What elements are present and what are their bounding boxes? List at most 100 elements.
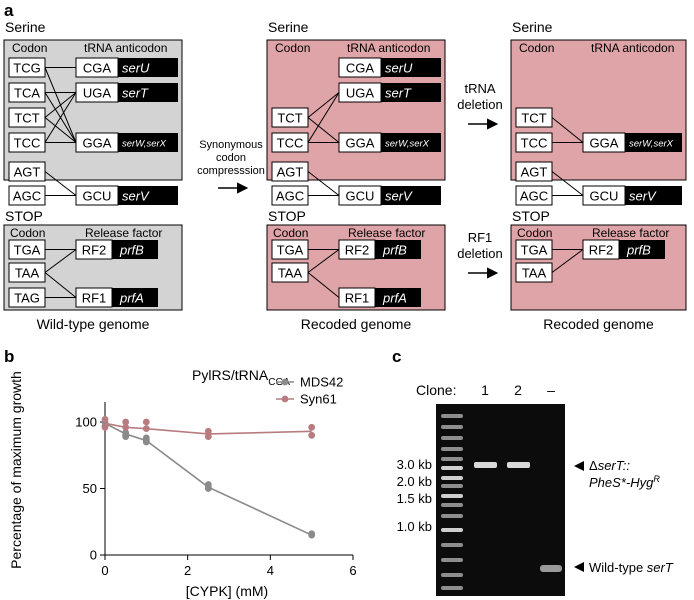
anticodon-label: GGA	[346, 136, 375, 151]
trna-gene-box	[381, 133, 441, 152]
trna-gene-box	[381, 58, 441, 77]
y-tick-label: 100	[75, 415, 97, 430]
panel-label-a: a	[4, 1, 14, 20]
stop-links	[307, 249, 340, 298]
transition-rf1-deletion: RF1 deletion	[457, 230, 503, 279]
data-point	[308, 423, 316, 431]
codon-link-line	[44, 171, 77, 196]
chart-ticks: 0 2 4 6 0 50 100	[75, 415, 356, 579]
release-factor-header: Release factor	[348, 226, 425, 240]
stop-link-line	[551, 249, 584, 273]
release-factor-label: RF1	[82, 291, 107, 306]
chart-title-main: PylRS/tRNA	[192, 367, 269, 383]
gel-ladder-label-15kb: 1.5 kb	[397, 491, 432, 506]
codon-box	[8, 185, 46, 206]
trna-gene-label: serU	[385, 61, 413, 76]
growth-chart: PylRS/tRNACGA Percentage of maximum grow…	[8, 367, 357, 599]
release-factor-label: RF2	[82, 243, 107, 258]
data-point	[204, 485, 212, 492]
panel-label-c: c	[392, 347, 401, 366]
codon-label: TCA	[14, 86, 40, 101]
gel-lane-label-2: 2	[514, 382, 522, 398]
gel-lane-label-3: –	[547, 382, 555, 398]
data-point	[122, 433, 130, 441]
band-label-upper-line2: PheS*-HygR	[589, 474, 660, 490]
codon-header: Codon	[275, 41, 310, 55]
release-factor-label: RF2	[345, 243, 370, 258]
band-label-upper-line1: ΔserT::	[589, 458, 630, 473]
codon-label: TCC	[14, 136, 41, 151]
codon-label: TCC	[521, 136, 548, 151]
release-factor-label: RF1	[345, 291, 370, 306]
chart-y-axis-label: Percentage of maximum growth	[8, 371, 24, 569]
serine-title: Serine	[268, 19, 309, 35]
data-point	[204, 427, 212, 435]
gel-ladder-label-2kb: 2.0 kb	[397, 474, 432, 489]
trna-gene-label: serU	[122, 61, 150, 76]
codon-label: TCC	[277, 136, 304, 151]
ladder-band	[441, 476, 463, 480]
stop-codon-label: TAA	[278, 266, 303, 281]
gel-ladder-bands	[441, 414, 463, 590]
trna-gene-box	[118, 83, 178, 102]
data-point	[142, 425, 150, 433]
codon-label: TCT	[521, 111, 546, 126]
data-point	[204, 433, 212, 441]
trna-gene-label: serW,serX	[629, 139, 674, 150]
band-label-upper-delta: Δ	[589, 458, 598, 473]
release-factor-gene-box	[619, 240, 665, 259]
y-tick-label: 0	[90, 548, 97, 563]
compression-label-line3: compresssion	[197, 165, 265, 177]
band-label-upper-gene: serT::	[598, 458, 631, 473]
transition-trna-deletion: tRNA deletion	[457, 81, 503, 130]
codon-header: Codon	[519, 41, 554, 55]
codon-label: AGC	[13, 189, 41, 204]
ladder-band	[441, 528, 463, 532]
transition-compression: Synonymous codon compresssion	[197, 139, 265, 194]
trna-deletion-label-line2: deletion	[457, 97, 503, 112]
codon-label: AGC	[520, 189, 548, 204]
stop-links	[551, 249, 584, 273]
anticodon-label: GCU	[346, 189, 375, 204]
codon-box	[515, 161, 553, 182]
ladder-band	[441, 514, 463, 518]
codon-trna-links	[551, 117, 584, 196]
ladder-band	[441, 484, 463, 488]
stop-title: STOP	[268, 208, 306, 224]
x-tick-label: 2	[184, 563, 191, 578]
release-factor-gene-label: prfA	[382, 291, 407, 306]
codon-header: Codon	[12, 41, 47, 55]
stop-link-line	[44, 249, 77, 273]
codon-label: AGC	[276, 189, 304, 204]
band-label-upper-superscript: R	[653, 474, 660, 484]
scheme-caption: Recoded genome	[301, 316, 412, 332]
trna-gene-box	[625, 133, 682, 152]
anticodon-label: GGA	[83, 136, 112, 151]
stop-codon-box	[271, 262, 309, 283]
legend-swatch-point	[281, 378, 289, 386]
stop-codon-label: TGA	[277, 243, 304, 258]
x-tick-label: 6	[349, 563, 356, 578]
release-factor-gene-label: prfB	[119, 243, 144, 258]
codon-label: TCG	[13, 61, 40, 76]
trna-gene-box	[381, 186, 441, 205]
trna-gene-box	[625, 186, 682, 205]
release-factor-gene-label: prfB	[626, 243, 651, 258]
ladder-band	[441, 586, 463, 590]
release-factor-gene-box	[112, 240, 158, 259]
gel-ladder-label-1kb: 1.0 kb	[397, 519, 432, 534]
anticodon-label: CGA	[83, 61, 112, 76]
codon-trna-links	[307, 92, 340, 196]
anticodon-label: GGA	[590, 136, 619, 151]
anticodon-label: UGA	[83, 86, 112, 101]
trna-gene-box	[118, 58, 178, 77]
release-factor-label: RF2	[589, 243, 614, 258]
codon-link-line	[551, 171, 584, 196]
stop-codon-header: Codon	[273, 226, 308, 240]
ladder-band	[441, 436, 463, 440]
stop-links	[44, 249, 77, 298]
legend-label: MDS42	[300, 375, 343, 390]
data-point	[142, 438, 150, 446]
codon-link-line	[307, 92, 340, 118]
codon-box	[515, 132, 553, 153]
